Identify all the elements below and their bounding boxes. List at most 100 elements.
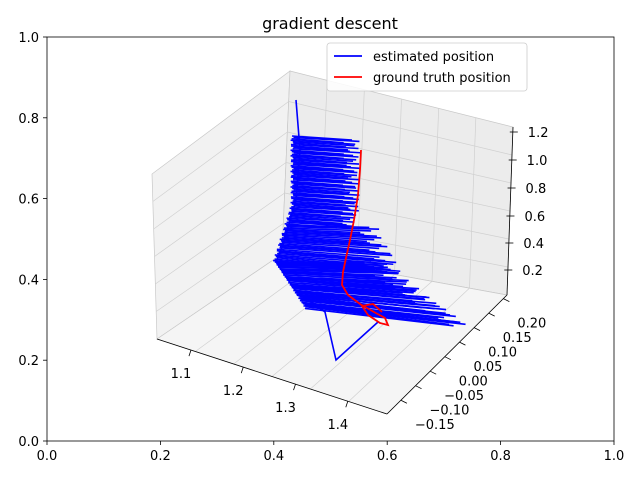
x3d-tick-label: 1.1: [171, 367, 192, 382]
estimated-segment: [281, 237, 371, 245]
estimated-segment: [276, 249, 375, 260]
estimated-segment: [290, 191, 345, 198]
y3d-tick-mark: [488, 312, 495, 317]
x3d-tick-mark: [293, 384, 296, 391]
estimated-segment: [290, 283, 414, 294]
estimated-segment: [277, 262, 387, 265]
estimated-segment: [293, 183, 357, 189]
y3d-tick-label: −0.10: [430, 404, 470, 419]
estimated-segment: [290, 155, 357, 161]
y3d-tick-label: −0.15: [415, 418, 455, 433]
estimated-segment: [282, 270, 384, 277]
estimated-segment: [278, 244, 376, 253]
estimated-segment: [287, 218, 343, 225]
y3d-tick-label: 0.05: [473, 360, 502, 375]
y3d-tick-label: 0.15: [503, 331, 532, 346]
estimated-segment: [281, 232, 382, 239]
estimated-segment: [305, 305, 466, 326]
estimated-segment: [291, 181, 356, 188]
z-axis-line: [506, 126, 514, 296]
estimated-segment: [304, 304, 457, 323]
grid-line: [348, 287, 470, 402]
estimated-segment: [293, 162, 351, 168]
x3d-tick-mark: [188, 349, 192, 357]
3d-panes: [151, 70, 514, 415]
estimated-segment: [292, 200, 346, 206]
background-y-ticks: 0.0 0.2 0.4 0.6 0.8 1.0: [18, 31, 47, 450]
x3d-tick-mark: [345, 401, 349, 408]
x3d-tick-label: 1.3: [275, 401, 296, 416]
estimated-segment: [274, 254, 394, 266]
estimated-segment: [290, 143, 359, 150]
estimated-segment: [280, 266, 376, 271]
chart-title: gradient descent: [262, 14, 398, 33]
x3d-tick-label: 1.2: [223, 384, 244, 399]
estimated-segment: [293, 157, 348, 164]
estimated-segment: [290, 139, 356, 146]
estimated-segment: [292, 140, 355, 147]
bg-y-tick-label: 0.8: [18, 112, 39, 127]
z3d-tick-label: 1.0: [527, 154, 548, 169]
y-axis-line: [386, 294, 508, 415]
estimated-segment: [290, 176, 346, 182]
estimated-segment: [292, 172, 352, 178]
bg-x-tick-label: 1.0: [604, 449, 625, 464]
estimated-segment: [286, 217, 355, 223]
estimated-segment: [284, 271, 386, 279]
estimated-segment: [290, 214, 351, 221]
x3d-tick-label: 1.4: [327, 418, 348, 433]
y3d-tick-label: 0.10: [488, 346, 517, 361]
estimated-segment: [293, 146, 350, 153]
estimated-segment: [291, 138, 344, 144]
estimated-segment: [293, 194, 359, 201]
y3d-tick-mark: [400, 399, 408, 404]
series-ground-truth-position: [341, 149, 390, 327]
estimated-segment: [291, 208, 354, 215]
estimated-segment: [292, 156, 354, 163]
estimated-segment: [290, 160, 347, 167]
estimated-segment: [282, 269, 399, 275]
estimated-segment: [292, 193, 354, 199]
z3d-tick-label: 0.2: [522, 264, 543, 279]
estimated-segment: [293, 142, 347, 148]
estimated-segment: [292, 147, 361, 154]
x-axis-line: [156, 338, 388, 415]
y3d-tick-mark: [459, 341, 466, 346]
legend-box: [326, 42, 528, 92]
series-estimated-position: [272, 99, 401, 362]
estimated-segment: [288, 213, 355, 219]
estimated-segment: [290, 281, 416, 293]
estimated-segment: [292, 284, 406, 296]
estimated-segment: [294, 287, 426, 301]
estimated-segment: [291, 150, 354, 157]
estimated-segment: [281, 241, 380, 250]
estimated-segment: [292, 179, 360, 185]
estimated-segment: [293, 152, 359, 158]
estimated-segment: [279, 242, 370, 252]
y3d-tick-mark: [444, 356, 451, 361]
3d-tick-labels: 1.11.21.31.40.200.150.100.050.00−0.05−0.…: [171, 126, 549, 433]
background-x-ticks: 0.0 0.2 0.4 0.6 0.8 1.0: [37, 441, 625, 464]
bg-y-tick-label: 1.0: [18, 31, 39, 46]
estimated-segment: [291, 153, 344, 160]
z3d-tick-label: 0.4: [523, 237, 544, 252]
estimated-segment: [292, 163, 361, 170]
estimated-segment: [279, 264, 374, 268]
bg-x-tick-label: 0.8: [490, 449, 511, 464]
y3d-tick-mark: [503, 298, 510, 302]
estimated-segment: [291, 197, 357, 204]
estimated-segment: [289, 279, 420, 290]
estimated-segment: [291, 190, 360, 197]
z3d-tick-label: 1.2: [528, 126, 549, 141]
estimated-segment: [290, 201, 359, 208]
estimated-segment: [291, 203, 349, 209]
bg-y-tick-label: 0.4: [18, 273, 39, 288]
estimated-segment: [286, 221, 354, 228]
bg-y-tick-label: 0.6: [18, 193, 39, 208]
bg-y-tick-label: 0.0: [18, 435, 39, 450]
bg-x-tick-label: 0.2: [150, 449, 171, 464]
estimated-segment: [293, 204, 351, 211]
estimated-segment: [290, 186, 358, 192]
estimated-segment: [293, 167, 358, 174]
